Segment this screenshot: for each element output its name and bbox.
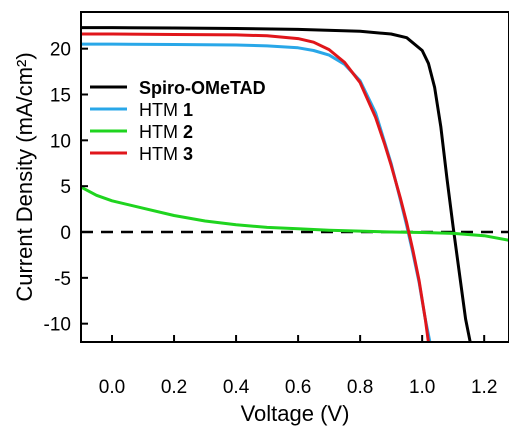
x-tick-label: 0.4 bbox=[223, 377, 250, 398]
x-tick-label: 0.2 bbox=[161, 377, 187, 398]
series-line-htm-3 bbox=[81, 32, 430, 342]
y-tick-label: 10 bbox=[50, 131, 71, 152]
x-axis-label: Voltage (V) bbox=[241, 401, 350, 426]
legend-label-htm-1: HTM 1 bbox=[139, 100, 193, 120]
x-tick-label: 1.2 bbox=[471, 377, 497, 398]
legend-label-htm-3: HTM 3 bbox=[139, 144, 193, 164]
x-tick-label: 1.0 bbox=[409, 377, 435, 398]
y-tick-label: -10 bbox=[44, 315, 71, 336]
x-tick-label: 0.6 bbox=[285, 377, 311, 398]
y-tick-label: 20 bbox=[50, 40, 71, 61]
legend-label-spiro-ometad: Spiro-OMeTAD bbox=[139, 78, 266, 98]
y-tick-label: 5 bbox=[60, 177, 71, 198]
x-tick-label: 0.8 bbox=[347, 377, 373, 398]
y-tick-label: 15 bbox=[50, 86, 71, 107]
ticks-layer: 0.0 0.2 0.4 0.6 0.8 1.0 1.2 -10 -5 0 5 10 15 20 bbox=[44, 40, 498, 398]
series-layer bbox=[81, 26, 509, 342]
plot-frame bbox=[80, 11, 509, 343]
y-tick-label: -5 bbox=[54, 269, 71, 290]
x-tick-label: 0.0 bbox=[99, 377, 125, 398]
series-line-htm-2 bbox=[81, 185, 509, 242]
y-tick-label: 0 bbox=[60, 223, 71, 244]
legend-label-htm-2: HTM 2 bbox=[139, 122, 193, 142]
y-axis-label: Current Density (mA/cm²) bbox=[12, 52, 37, 301]
series-line-spiro-ometad bbox=[81, 26, 472, 342]
